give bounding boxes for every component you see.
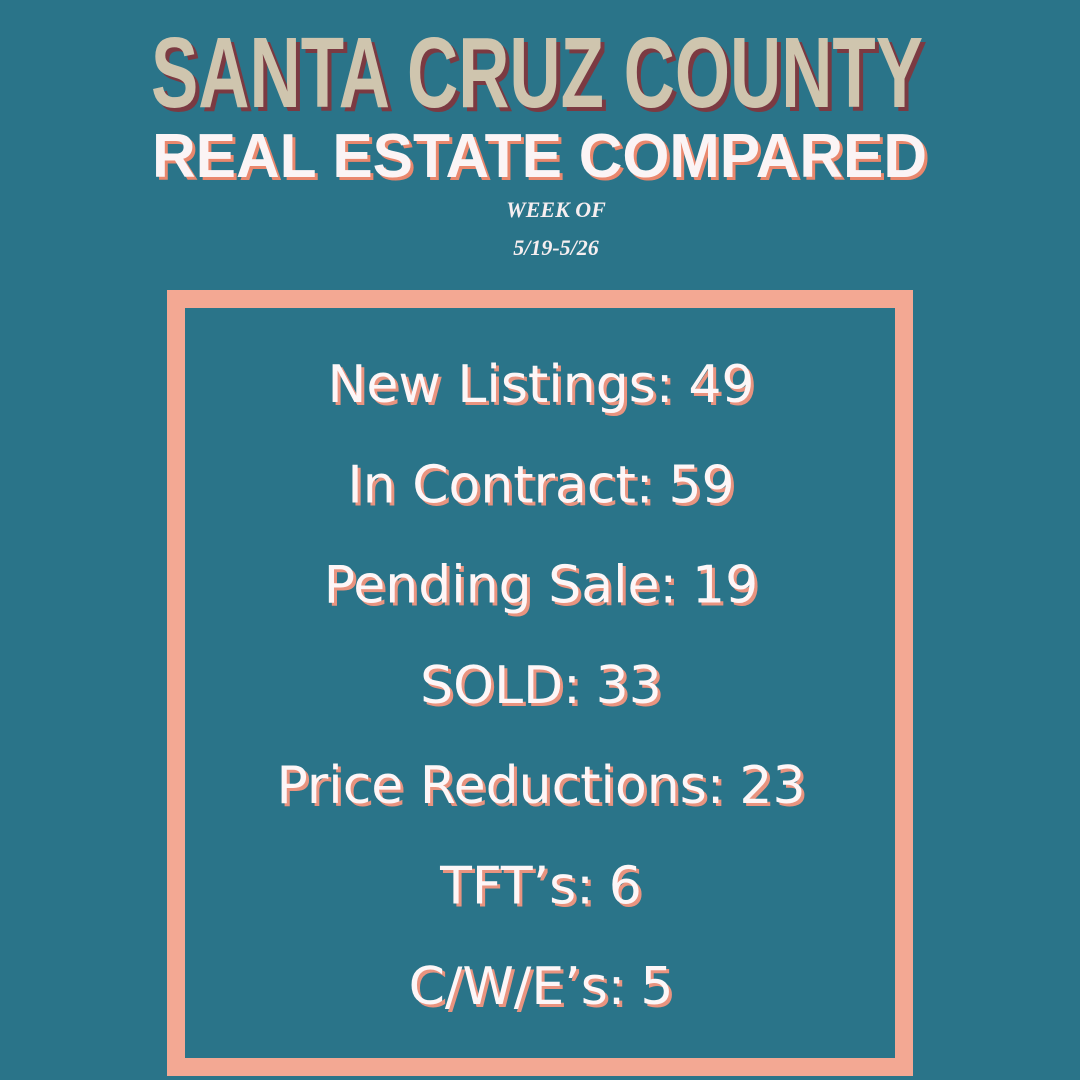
stat-value: 23 (742, 759, 808, 819)
stat-value: 5 (643, 960, 676, 1020)
stat-line: TFT’s: 6 (439, 857, 642, 917)
title-shadow: SANTA CRUZ COUNTY (155, 21, 927, 133)
stat-value: 49 (688, 355, 754, 415)
week-label: WEEK OF (506, 197, 606, 222)
stat-label: Price Reductions: (276, 756, 724, 816)
stat-label: TFT’s: (442, 860, 597, 920)
stat-label: Price Reductions: (279, 759, 727, 819)
stat-label: C/W/E’s: (409, 957, 626, 1017)
stat-value: 6 (609, 857, 642, 917)
stat-value: 5 (640, 957, 673, 1017)
stat-value: 23 (739, 756, 805, 816)
stat-value: 33 (599, 659, 665, 719)
stat-line: Pending Sale: 19 (324, 556, 758, 616)
stat-shadow: Pending Sale: 19 (327, 559, 761, 619)
stat-label: SOLD: (420, 656, 580, 716)
stat-value: 59 (668, 455, 734, 515)
stat-shadow: C/W/E’s: 5 (412, 960, 677, 1020)
stat-shadow: SOLD: 33 (423, 659, 665, 719)
stat-line: Price Reductions: 23 (276, 756, 805, 816)
stat-label: Pending Sale: (324, 556, 677, 616)
stat-label: SOLD: (423, 659, 583, 719)
stat-shadow: In Contract: 59 (350, 458, 737, 518)
stat-shadow: Price Reductions: 23 (279, 759, 808, 819)
stat-value: 59 (671, 458, 737, 518)
stat-value: 19 (695, 559, 761, 619)
stat-line: SOLD: 33 (420, 656, 662, 716)
stat-line: New Listings: 49 (327, 355, 754, 415)
stat-label: C/W/E’s: (412, 960, 629, 1020)
stat-value: 49 (691, 358, 757, 418)
week-dates: 5/19-5/26 (513, 235, 599, 260)
stat-label: Pending Sale: (327, 559, 680, 619)
stat-shadow: New Listings: 49 (330, 358, 757, 418)
stats-frame (167, 290, 913, 1076)
stat-value: 6 (612, 860, 645, 920)
stat-value: 19 (692, 556, 758, 616)
stat-line: In Contract: 59 (347, 455, 734, 515)
subtitle-shadow: REAL ESTATE COMPARED (155, 125, 930, 194)
subtitle: REAL ESTATE COMPARED (152, 122, 927, 191)
stat-label: TFT’s: (439, 857, 594, 917)
stat-line: C/W/E’s: 5 (409, 957, 674, 1017)
stat-shadow: TFT’s: 6 (442, 860, 645, 920)
stat-value: 33 (596, 656, 662, 716)
stat-label: New Listings: (327, 355, 673, 415)
stat-label: New Listings: (330, 358, 676, 418)
stat-label: In Contract: (347, 455, 653, 515)
title: SANTA CRUZ COUNTY (151, 17, 923, 129)
stat-label: In Contract: (350, 458, 656, 518)
